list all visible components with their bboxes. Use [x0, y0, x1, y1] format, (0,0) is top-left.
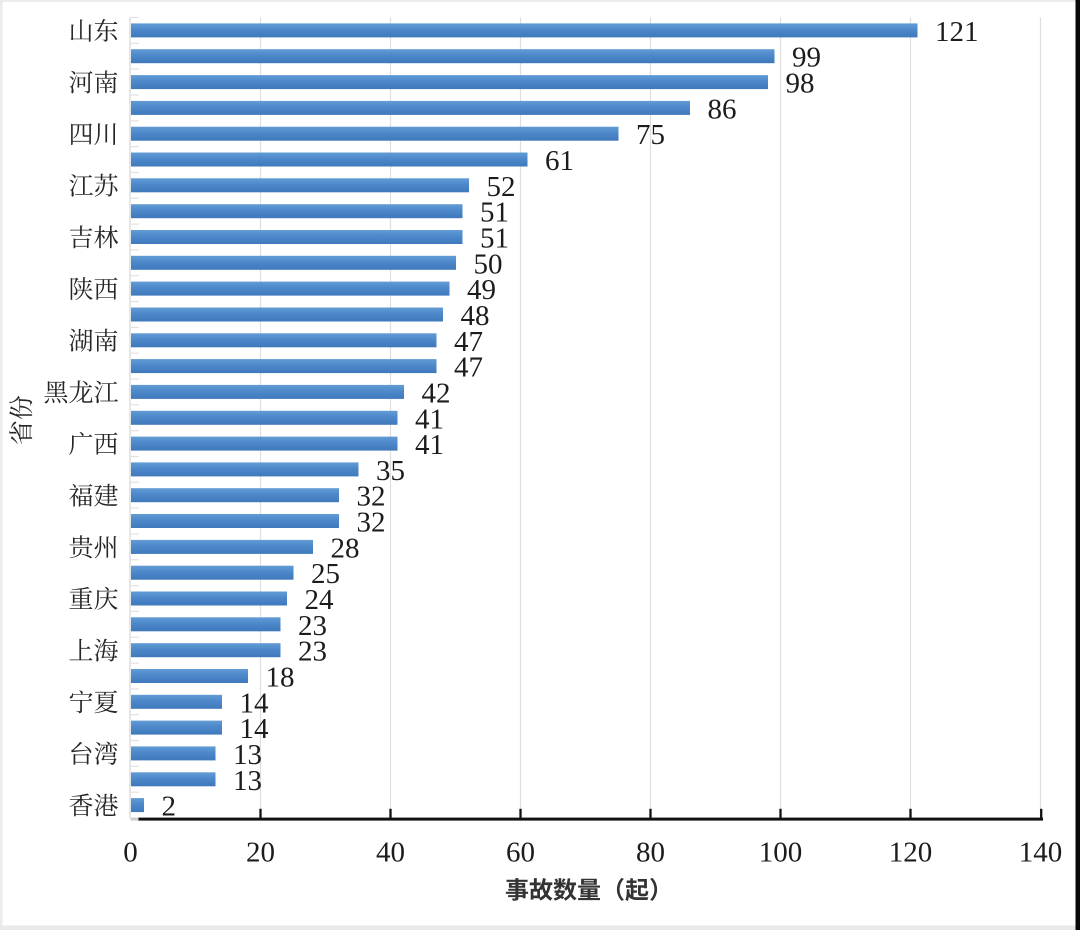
svg-text:86: 86 [708, 93, 737, 125]
svg-text:120: 120 [889, 837, 933, 869]
svg-text:41: 41 [415, 429, 444, 461]
svg-text:40: 40 [376, 837, 405, 869]
svg-text:23: 23 [298, 636, 327, 668]
svg-text:80: 80 [636, 837, 665, 869]
svg-text:140: 140 [1019, 837, 1063, 869]
svg-text:75: 75 [636, 119, 665, 151]
svg-text:49: 49 [467, 274, 496, 306]
svg-text:14: 14 [240, 687, 270, 719]
svg-text:42: 42 [422, 377, 451, 409]
svg-text:48: 48 [461, 300, 490, 332]
svg-text:0: 0 [123, 837, 138, 869]
svg-text:51: 51 [480, 197, 509, 229]
svg-text:52: 52 [487, 171, 516, 203]
svg-text:20: 20 [246, 837, 275, 869]
svg-text:121: 121 [935, 16, 979, 48]
svg-text:14: 14 [240, 713, 270, 745]
svg-text:98: 98 [786, 68, 815, 100]
svg-text:2: 2 [162, 791, 177, 823]
svg-text:32: 32 [357, 481, 386, 513]
svg-text:41: 41 [415, 403, 444, 435]
svg-text:100: 100 [759, 837, 803, 869]
svg-text:25: 25 [311, 558, 340, 590]
svg-text:99: 99 [792, 42, 821, 74]
svg-text:47: 47 [454, 326, 483, 358]
svg-text:13: 13 [233, 765, 262, 797]
svg-text:18: 18 [266, 662, 295, 694]
svg-text:28: 28 [331, 532, 360, 564]
svg-text:61: 61 [545, 145, 574, 177]
svg-text:23: 23 [298, 610, 327, 642]
svg-text:35: 35 [376, 455, 405, 487]
svg-text:47: 47 [454, 352, 483, 384]
svg-text:60: 60 [506, 837, 535, 869]
svg-text:51: 51 [480, 223, 509, 255]
svg-text:24: 24 [305, 584, 335, 616]
svg-text:50: 50 [474, 248, 503, 280]
svg-text:32: 32 [357, 507, 386, 539]
svg-text:13: 13 [233, 739, 262, 771]
